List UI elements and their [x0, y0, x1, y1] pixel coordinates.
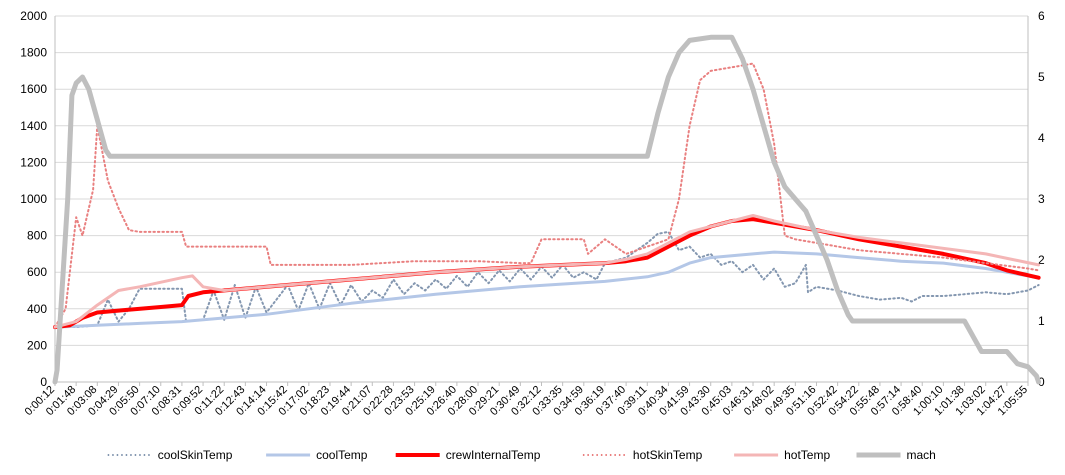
y-left-tick-label: 1000: [20, 192, 47, 206]
legend-label: crewInternalTemp: [446, 448, 541, 462]
legend-item-crewInternalTemp: crewInternalTemp: [395, 448, 541, 462]
y-left-tick-label: 0: [40, 375, 47, 389]
y-left-tick-label: 1600: [20, 82, 47, 96]
legend-item-coolSkinTemp: coolSkinTemp: [107, 448, 233, 462]
axes: 0 200 400 600 800 1000 1200 1400 1600 1800 2000 0 1 2…: [20, 9, 1045, 418]
y-left-tick-label: 400: [27, 302, 47, 316]
series-line-hotTemp: [53, 214, 1041, 329]
y-left-tick-label: 200: [27, 338, 47, 352]
y-left-tick-label: 800: [27, 229, 47, 243]
legend-item-mach: mach: [856, 448, 936, 462]
series-line-hotSkinTemp: [54, 62, 1040, 329]
y-right-tick-label: 0: [1038, 375, 1045, 389]
y-left-tick-label: 2000: [20, 9, 47, 23]
y-left-tick-label: 1400: [20, 119, 47, 133]
y-left-tick-label: 1800: [20, 46, 47, 60]
legend-item-coolTemp: coolTemp: [266, 448, 368, 462]
series-line-mach: [52, 34, 1042, 385]
y-left-tick-label: 1200: [20, 155, 47, 169]
legend-item-hotTemp: hotTemp: [734, 448, 830, 462]
y-right-tick-label: 4: [1038, 131, 1045, 145]
legend: coolSkinTemp coolTemp crewInternalTemp hotS…: [107, 448, 936, 462]
series-line-coolTemp: [53, 250, 1041, 329]
legend-label: coolTemp: [316, 448, 368, 462]
y-left-tick-label: 600: [27, 265, 47, 279]
y-right-tick-label: 2: [1038, 253, 1045, 267]
legend-label: hotSkinTemp: [633, 448, 703, 462]
legend-label: mach: [907, 448, 936, 462]
series-line-crewInternalTemp: [53, 217, 1041, 330]
grid-lines: [55, 15, 1028, 383]
y-right-tick-label: 5: [1038, 70, 1045, 84]
legend-label: coolSkinTemp: [158, 448, 233, 462]
y-right-tick-label: 3: [1038, 192, 1045, 206]
series-lines: [52, 34, 1042, 385]
y-right-tick-label: 6: [1038, 9, 1045, 23]
y-right-tick-label: 1: [1038, 314, 1045, 328]
legend-label: hotTemp: [784, 448, 830, 462]
legend-item-hotSkinTemp: hotSkinTemp: [582, 448, 703, 462]
